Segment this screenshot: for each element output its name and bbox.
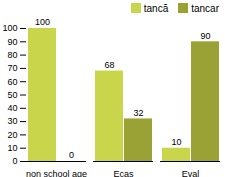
svg-text:10: 10 bbox=[171, 137, 181, 147]
svg-text:20: 20 bbox=[7, 130, 17, 140]
svg-text:50: 50 bbox=[7, 90, 17, 100]
svg-text:30: 30 bbox=[7, 116, 17, 126]
svg-text:0: 0 bbox=[12, 156, 17, 166]
html-text:tancar: tancar bbox=[191, 2, 219, 14]
svg-text:100: 100 bbox=[35, 17, 50, 27]
svg-text:60: 60 bbox=[7, 77, 17, 87]
svg-text:0: 0 bbox=[69, 150, 74, 160]
svg-text:90: 90 bbox=[200, 31, 210, 41]
svg-text:80: 80 bbox=[7, 50, 17, 60]
svg-text:70: 70 bbox=[7, 63, 17, 73]
svg-text:68: 68 bbox=[104, 60, 114, 70]
svg-text:32: 32 bbox=[133, 108, 143, 118]
svg-text:10: 10 bbox=[7, 143, 17, 153]
svg-text:non school age: non school age bbox=[26, 169, 87, 177]
svg-text:90: 90 bbox=[7, 37, 17, 47]
svg-text:Ecas: Ecas bbox=[113, 169, 134, 177]
svg-text:100: 100 bbox=[2, 23, 17, 33]
svg-text:Eval: Eval bbox=[182, 169, 200, 177]
html-text:tancă: tancă bbox=[143, 2, 169, 14]
svg-text:40: 40 bbox=[7, 103, 17, 113]
